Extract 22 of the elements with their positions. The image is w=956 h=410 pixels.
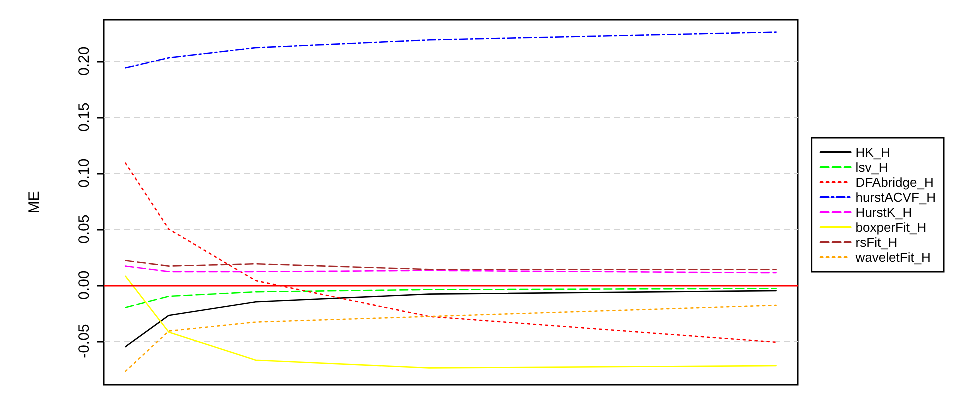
y-tick-label: 0.20 [76, 46, 93, 76]
line-series [125, 260, 777, 270]
legend-label: hurstACVF_H [856, 190, 936, 205]
legend-label: HurstK_H [856, 205, 912, 220]
line-series [125, 288, 777, 308]
legend-label: lsv_H [856, 160, 888, 175]
y-axis-title: ME [26, 191, 43, 214]
legend-label: HK_H [856, 145, 890, 160]
line-series [125, 276, 777, 369]
y-tick-label: 0.05 [76, 214, 93, 244]
legend-label: DFAbridge_H [856, 175, 934, 190]
y-tick-label: 0.00 [76, 270, 93, 300]
legend-label: boxperFit_H [856, 220, 927, 235]
line-series [125, 266, 777, 274]
y-tick-label: 0.15 [76, 102, 93, 132]
line-series [125, 32, 777, 69]
y-tick-label: -0.05 [76, 324, 93, 358]
y-tick-label: 0.10 [76, 158, 93, 188]
line-series [125, 304, 777, 372]
legend-label: rsFit_H [856, 235, 898, 250]
line-series [125, 290, 777, 348]
legend-label: waveletFit_H [854, 250, 931, 265]
